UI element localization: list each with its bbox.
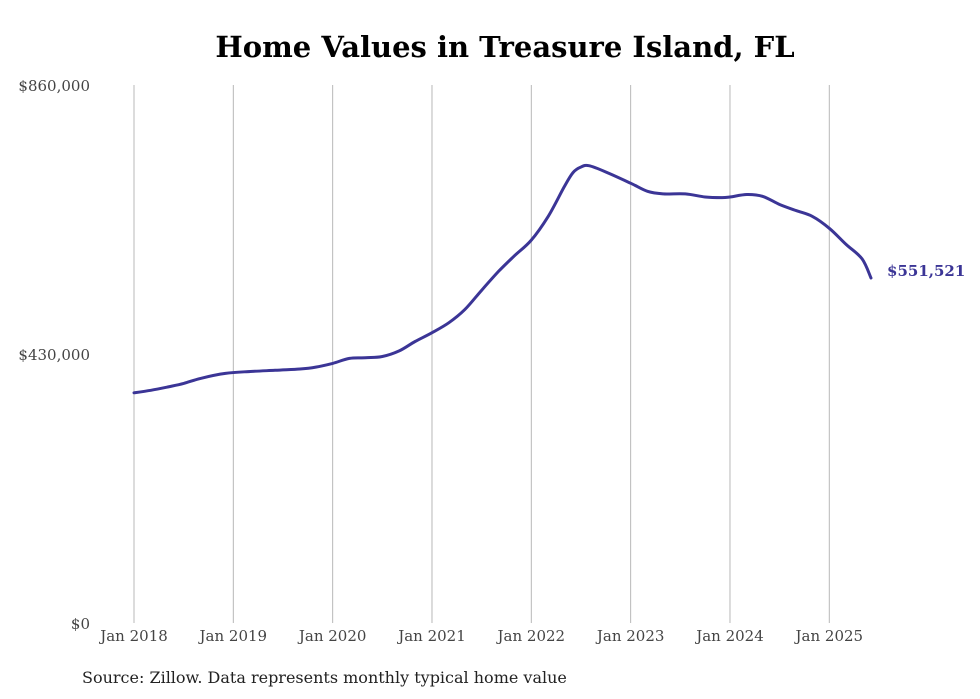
x-tick-label: Jan 2021 [396,627,466,645]
x-tick-label: Jan 2024 [694,627,764,645]
home-value-line [132,163,873,395]
source-note: Source: Zillow. Data represents monthly … [82,668,567,687]
x-tick-label: Jan 2019 [198,627,268,645]
end-value-label: $551,521 [887,262,965,280]
x-tick-label: Jan 2025 [794,627,864,645]
chart-title: Home Values in Treasure Island, FL [215,30,795,64]
x-tick-label: Jan 2023 [595,627,665,645]
y-tick-label: $0 [71,615,90,633]
line-chart: Jan 2018 Jan 2019 Jan 2020 Jan 2021 Jan 2022… [18,77,965,645]
y-tick-label: $860,000 [18,77,90,95]
x-tick-label: Jan 2022 [496,627,566,645]
x-tick-label: Jan 2018 [98,627,168,645]
y-tick-label: $430,000 [18,346,90,364]
x-tick-label: Jan 2020 [297,627,367,645]
